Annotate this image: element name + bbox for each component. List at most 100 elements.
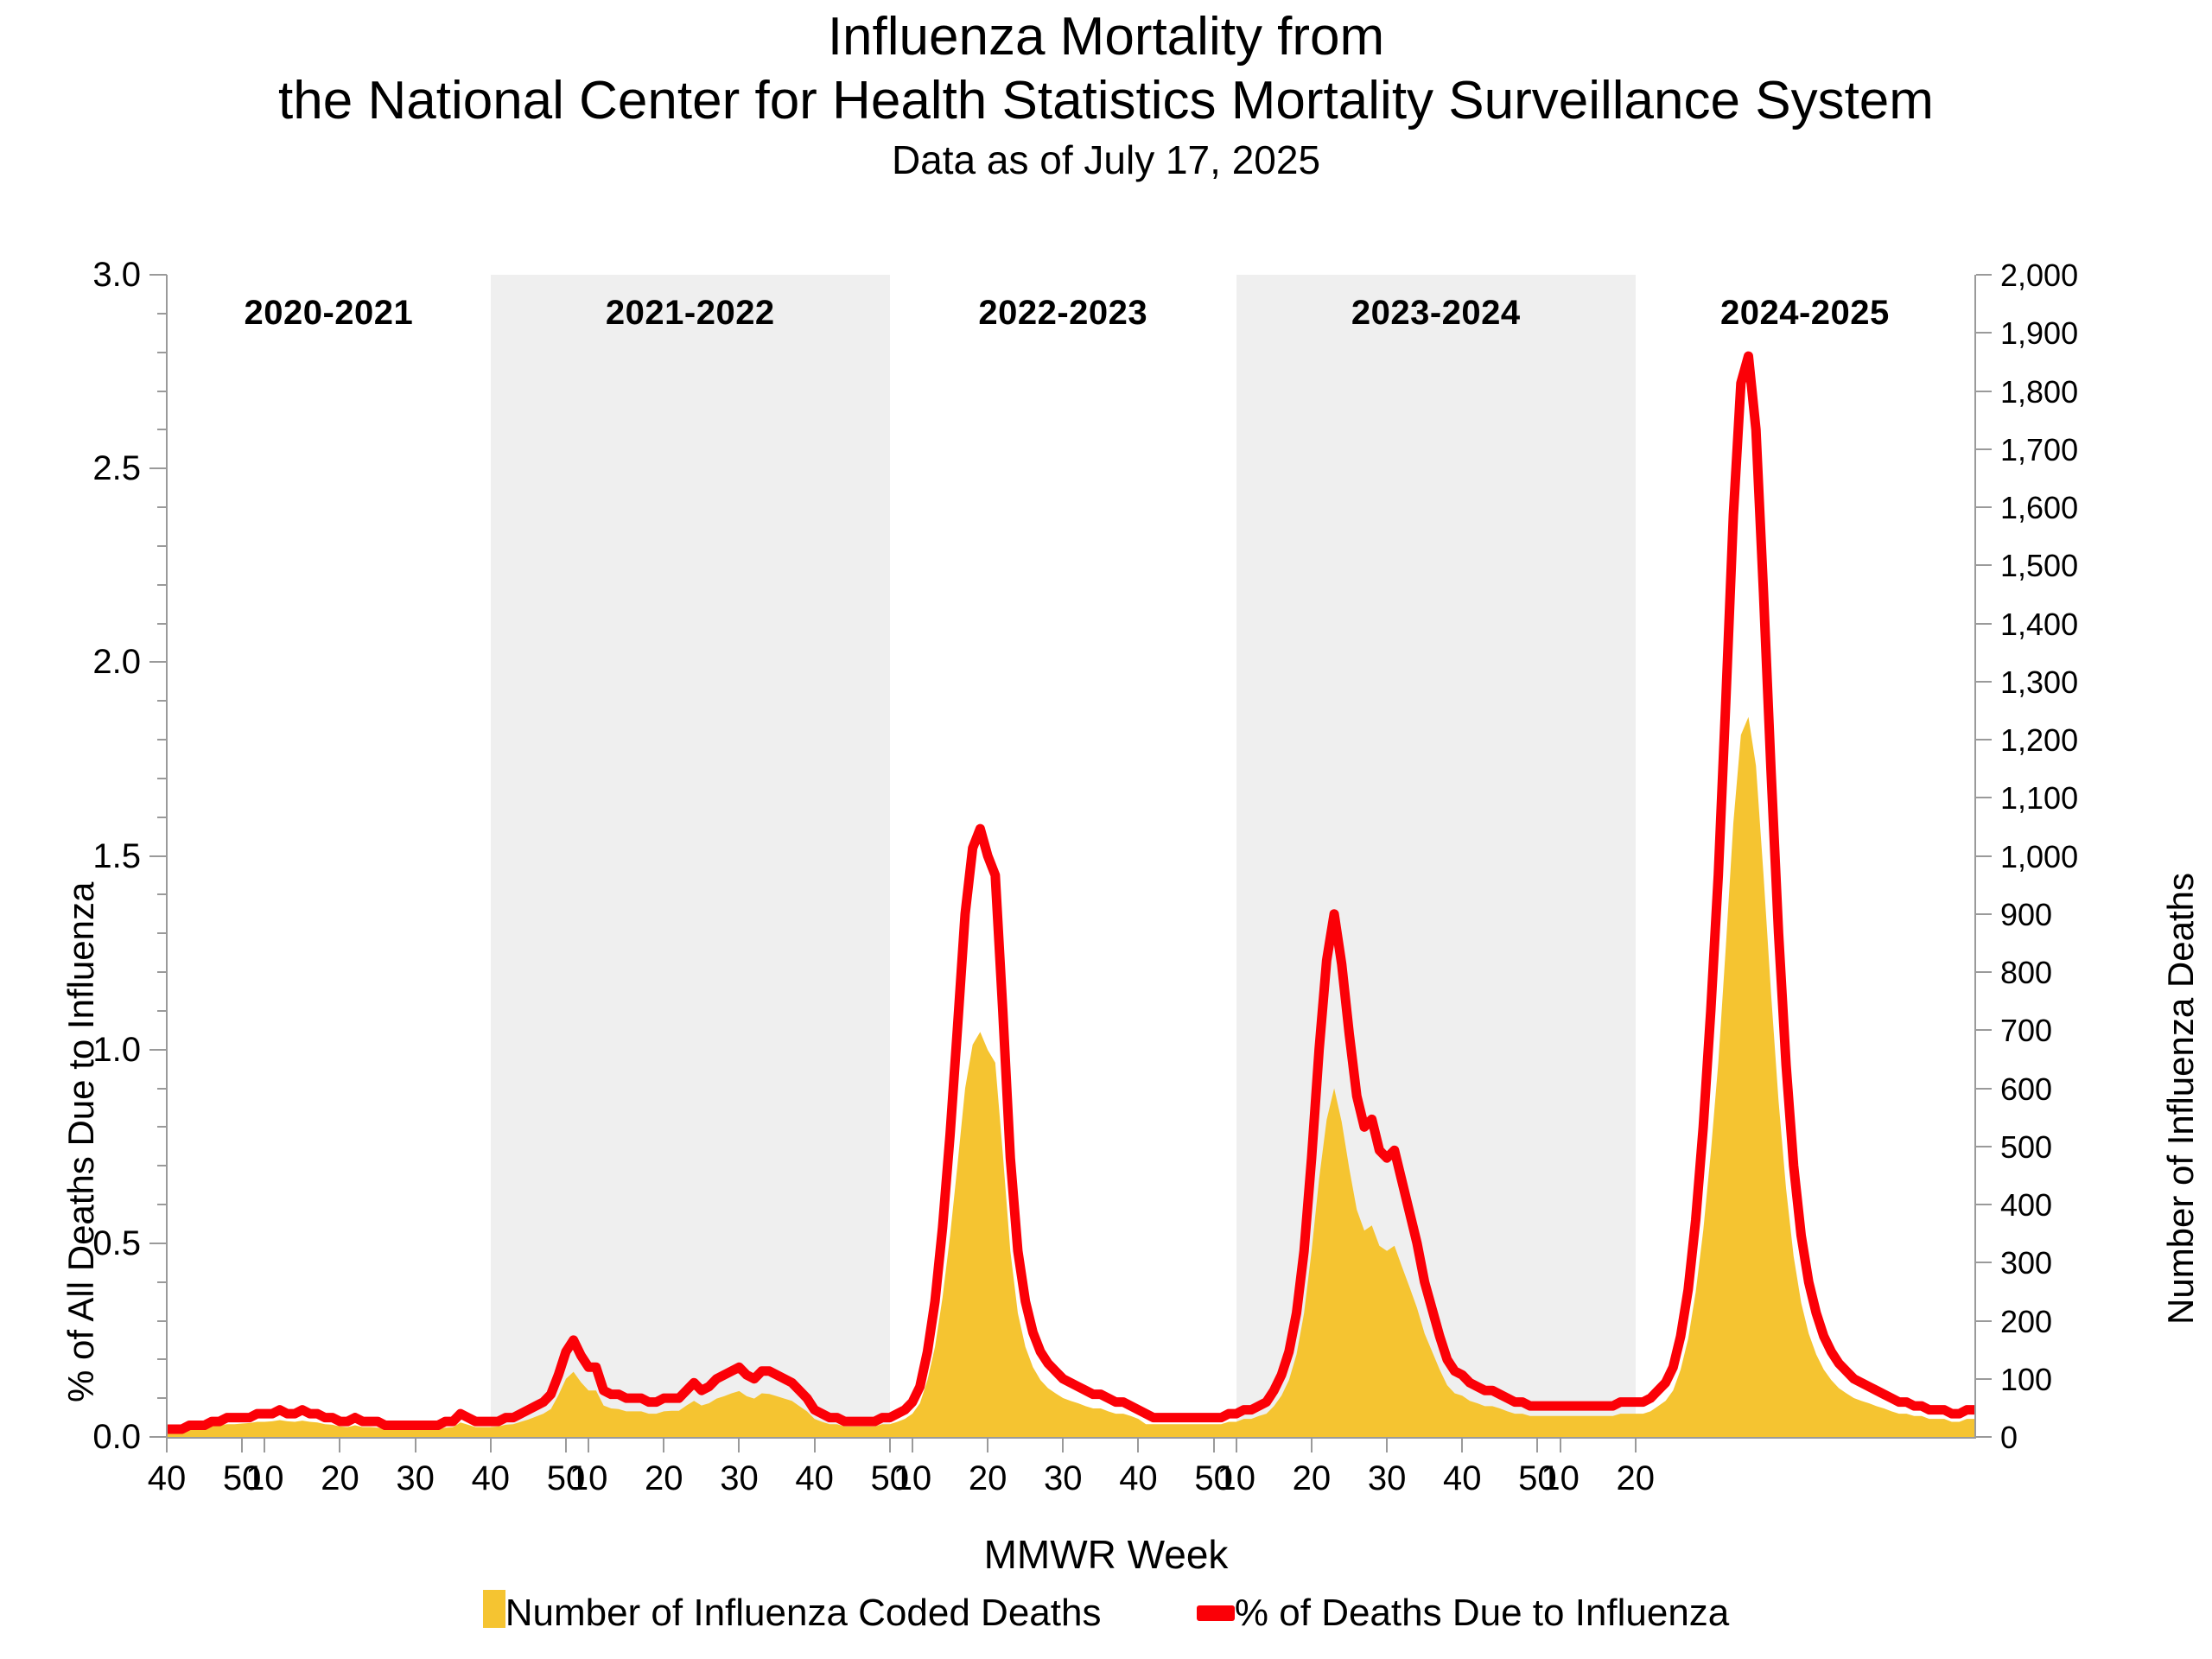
y-tick-right-1,200	[1976, 739, 1992, 741]
y-tick-right-1,300	[1976, 680, 1992, 683]
series-svg	[167, 351, 1974, 1437]
y-tick-minor-left	[157, 816, 167, 818]
x-tick-label-1: 50	[222, 1459, 262, 1497]
y-tick-right-1,400	[1976, 622, 1992, 625]
y-tick-label-right-1,600: 1,600	[2000, 490, 2079, 525]
y-tick-minor-left	[157, 622, 167, 625]
x-tick-label-15: 40	[1119, 1459, 1158, 1497]
x-tick-mark-3	[339, 1439, 341, 1452]
y-tick-right-200	[1976, 1319, 1992, 1322]
x-tick-mark-20	[1461, 1439, 1464, 1452]
chart-title-line2: the National Center for Health Statistic…	[278, 71, 1934, 130]
x-tick-label-17: 10	[1217, 1459, 1256, 1497]
y-tick-label-right-1,800: 1,800	[2000, 373, 2079, 410]
y-tick-label-right-1,900: 1,900	[2000, 315, 2079, 352]
legend-line-label: % of Deaths Due to Influenza	[1234, 1591, 1730, 1634]
y-tick-left-2.5	[149, 467, 167, 470]
y-tick-label-right-1,700: 1,700	[2000, 431, 2079, 467]
x-tick-label-16: 50	[1194, 1459, 1233, 1497]
x-tick-label-0: 40	[147, 1459, 187, 1497]
y-tick-label-right-900: 900	[2000, 896, 2053, 932]
y-tick-minor-left	[157, 312, 167, 315]
season-label-2021-2022: 2021-2022	[605, 294, 775, 332]
x-axis-label: MMWR Week	[983, 1532, 1229, 1577]
y-tick-minor-left	[157, 544, 167, 547]
x-tick-label-10: 40	[795, 1459, 834, 1497]
x-tick-mark-10	[813, 1439, 816, 1452]
y-tick-right-1,000	[1976, 855, 1992, 857]
y-tick-minor-left	[157, 583, 167, 586]
y-tick-label-left-1.5: 1.5	[92, 836, 141, 875]
y-axis-right-line	[1974, 275, 1976, 1437]
y-tick-label-right-500: 500	[2000, 1128, 2053, 1165]
y-tick-minor-left	[157, 429, 167, 431]
y-tick-right-700	[1976, 1029, 1992, 1032]
y-tick-minor-left	[157, 1087, 167, 1090]
y-axis-right-label: Number of Influenza Deaths	[2160, 873, 2201, 1325]
y-tick-label-right-1,200: 1,200	[2000, 722, 2079, 758]
x-tick-mark-1	[241, 1439, 244, 1452]
line-pct-deaths-due-to-influenza	[167, 351, 1974, 1434]
y-tick-minor-left	[157, 1204, 167, 1205]
y-tick-right-1,100	[1976, 797, 1992, 799]
x-tick-mark-0	[166, 1439, 168, 1452]
y-tick-minor-left	[157, 893, 167, 896]
legend-item-area: Number of Influenza Coded Deaths	[482, 1589, 1101, 1634]
y-axis-left-label: % of All Deaths Due to Influenza	[60, 881, 101, 1402]
x-tick-label-14: 30	[1044, 1459, 1083, 1497]
x-tick-mark-18	[1310, 1439, 1313, 1452]
y-tick-left-3.0	[149, 274, 167, 276]
legend-item-line: % of Deaths Due to Influenza	[1196, 1589, 1730, 1634]
x-tick-label-11: 50	[870, 1459, 910, 1497]
y-tick-left-0.0	[149, 1436, 167, 1438]
y-tick-label-right-1,400: 1,400	[2000, 606, 2079, 642]
y-tick-label-right-300: 300	[2000, 1245, 2053, 1281]
x-tick-label-12: 10	[893, 1459, 932, 1497]
chart-title-block: Influenza Mortality from the National Ce…	[0, 5, 2212, 185]
y-tick-left-1.0	[149, 1048, 167, 1051]
y-tick-label-left-0.5: 0.5	[92, 1224, 141, 1262]
y-tick-right-2,000	[1976, 274, 1992, 276]
y-tick-minor-left	[157, 1358, 167, 1361]
x-tick-mark-12	[911, 1439, 913, 1452]
y-tick-left-2.0	[149, 661, 167, 664]
x-tick-mark-9	[738, 1439, 741, 1452]
x-tick-mark-14	[1062, 1439, 1065, 1452]
y-tick-label-right-1,300: 1,300	[2000, 664, 2079, 700]
y-tick-minor-left	[157, 739, 167, 741]
y-tick-right-1,600	[1976, 506, 1992, 508]
x-tick-label-8: 20	[645, 1459, 683, 1497]
x-tick-label-21: 50	[1518, 1459, 1557, 1497]
y-tick-label-right-2,000: 2,000	[2000, 257, 2079, 293]
x-tick-mark-11	[888, 1439, 891, 1452]
x-tick-mark-22	[1559, 1439, 1561, 1452]
y-tick-minor-left	[157, 1009, 167, 1012]
chart-title-line1: Influenza Mortality from	[827, 7, 1385, 67]
y-tick-minor-left	[157, 1126, 167, 1128]
y-tick-minor-left	[157, 1165, 167, 1167]
y-tick-label-right-400: 400	[2000, 1187, 2053, 1223]
season-label-2024-2025: 2024-2025	[1719, 294, 1890, 332]
y-tick-minor-left	[157, 506, 167, 508]
y-tick-label-right-800: 800	[2000, 955, 2053, 990]
x-tick-label-18: 20	[1292, 1459, 1332, 1497]
y-tick-minor-left	[157, 351, 167, 353]
x-tick-mark-13	[987, 1439, 989, 1452]
y-tick-label-left-3.0: 3.0	[92, 256, 141, 294]
y-tick-label-right-600: 600	[2000, 1071, 2053, 1107]
y-tick-right-1,700	[1976, 448, 1992, 450]
y-tick-label-left-1.0: 1.0	[92, 1030, 141, 1069]
y-tick-right-500	[1976, 1145, 1992, 1147]
y-tick-minor-left	[157, 1319, 167, 1322]
x-tick-label-6: 50	[546, 1459, 586, 1497]
x-tick-mark-21	[1536, 1439, 1539, 1452]
y-tick-label-right-200: 200	[2000, 1303, 2053, 1339]
area-influenza-coded-deaths	[167, 716, 1974, 1437]
x-tick-label-20: 40	[1443, 1459, 1482, 1497]
x-tick-label-23: 20	[1616, 1459, 1656, 1497]
y-tick-label-right-100: 100	[2000, 1361, 2053, 1397]
y-tick-right-900	[1976, 912, 1992, 915]
y-tick-minor-left	[157, 390, 167, 392]
x-tick-label-19: 30	[1367, 1459, 1407, 1497]
y-tick-minor-left	[157, 777, 167, 779]
